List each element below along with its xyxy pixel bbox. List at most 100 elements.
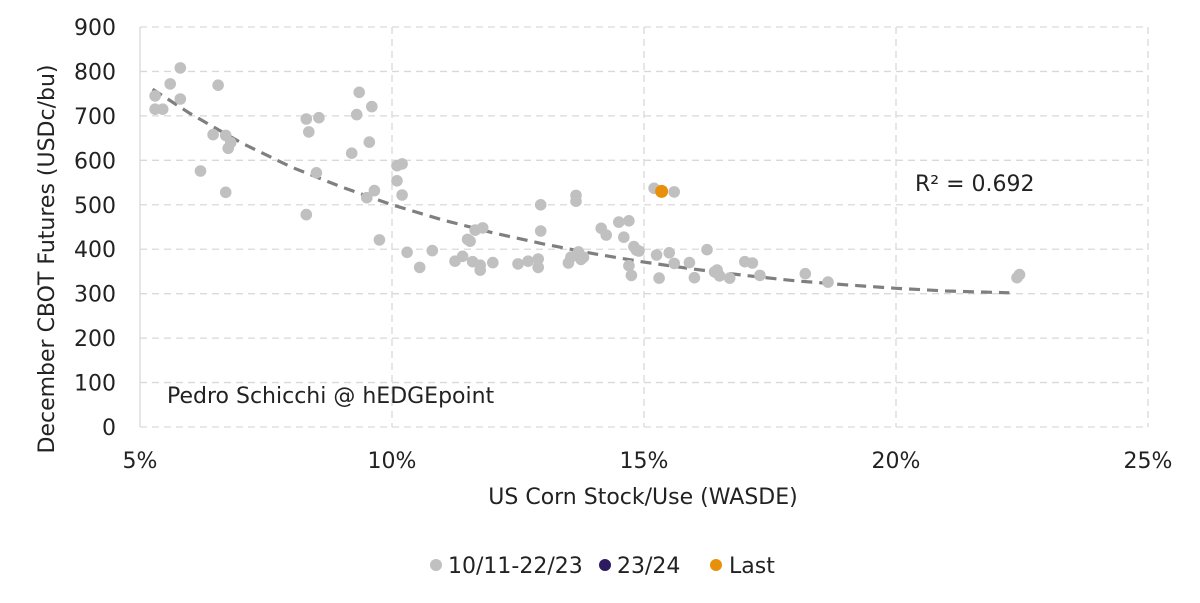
point-series-1-30 (401, 246, 413, 259)
x-tick-label-4: 25% (1124, 449, 1173, 474)
point-series-1-43 (512, 258, 524, 270)
point-series-1-46 (532, 261, 544, 274)
point-series-1-12 (219, 186, 232, 199)
point-series-1-68 (653, 272, 665, 284)
point-series-1-60 (623, 259, 635, 272)
point-series-1-2 (156, 103, 169, 115)
point-series-1-28 (396, 158, 408, 170)
y-tick-label-7: 700 (74, 105, 116, 130)
point-series-1-77 (713, 270, 726, 282)
point-series-1-57 (600, 229, 612, 241)
point-series-1-5 (174, 93, 187, 105)
point-series-1-81 (754, 269, 766, 282)
point-series-1-41 (476, 222, 489, 234)
point-series-1-3 (164, 78, 176, 90)
point-series-1-70 (668, 186, 680, 198)
y-tick-label-8: 800 (74, 60, 116, 85)
y-tick-label-5: 500 (74, 194, 116, 219)
point-series-1-47 (534, 199, 547, 211)
point-series-1-23 (366, 100, 378, 113)
x-axis-title: US Corn Stock/Use (WASDE) (488, 485, 797, 510)
legend-marker-series-1 (430, 559, 442, 571)
point-series-1-74 (701, 243, 713, 256)
point-series-1-0 (149, 90, 161, 102)
point-series-1-45 (532, 253, 544, 265)
point-series-1-11 (224, 136, 237, 149)
point-series-1-13 (300, 113, 313, 125)
y-tick-label-0: 0 (102, 416, 116, 441)
y-tick-label-2: 200 (74, 327, 116, 352)
legend-item-series-1: 10/11-22/23 (430, 554, 583, 579)
point-series-1-83 (822, 276, 834, 288)
legend: 10/11-22/23 23/24 Last (430, 554, 775, 579)
point-series-1-25 (373, 234, 386, 246)
legend-label-series-2: 23/24 (617, 554, 680, 579)
point-series-1-18 (345, 147, 358, 159)
trendline-layer (151, 87, 1010, 295)
point-series-1-29 (396, 189, 408, 201)
point-series-1-61 (623, 215, 635, 227)
point-series-1-59 (618, 231, 630, 243)
x-tick-label-3: 20% (872, 449, 921, 474)
legend-marker-series-3 (710, 559, 722, 571)
point-series-1-7 (207, 128, 219, 141)
point-series-1-65 (633, 245, 645, 257)
x-tick-label-2: 15% (620, 449, 669, 474)
point-series-1-40 (474, 264, 487, 276)
point-series-1-71 (668, 257, 680, 270)
point-series-1-69 (663, 247, 675, 259)
x-tick-label-1: 10% (368, 449, 417, 474)
point-series-1-48 (534, 225, 547, 237)
legend-label-series-1: 10/11-22/23 (448, 554, 583, 579)
point-series-1-44 (522, 255, 534, 267)
point-series-1-55 (577, 251, 590, 263)
point-series-1-36 (464, 235, 476, 247)
point-series-1-58 (613, 216, 625, 228)
grid (139, 26, 1149, 428)
y-tick-label-9: 900 (74, 16, 116, 41)
point-series-1-21 (361, 191, 373, 204)
point-series-1-82 (799, 267, 812, 280)
y-tick-label-4: 400 (74, 238, 116, 263)
legend-marker-series-2 (599, 559, 611, 571)
point-series-1-24 (368, 184, 381, 197)
axis-ticks: 0 100 200 300 400 500 600 700 800 900 5% 10% 15% 20% 2… (74, 16, 1172, 474)
point-series-1-16 (313, 111, 325, 124)
point-series-1-32 (426, 244, 439, 257)
trendline (151, 87, 1010, 295)
point-series-1-73 (688, 271, 701, 284)
point-series-1-6 (194, 165, 207, 177)
point-series-1-72 (683, 256, 696, 269)
point-series-1-34 (456, 250, 469, 263)
y-tick-label-6: 600 (74, 149, 116, 174)
point-series-1-62 (625, 269, 638, 282)
point-series-1-4 (174, 62, 187, 74)
author-annotation: Pedro Schicchi @ hEDGEpoint (167, 384, 495, 409)
point-series-1-17 (300, 208, 313, 221)
y-axis-title: December CBOT Futures (USDc/bu) (35, 65, 60, 454)
point-series-1-31 (413, 261, 426, 274)
point-series-1-52 (570, 195, 582, 207)
legend-item-series-3: Last (710, 554, 775, 579)
point-series-1-14 (303, 126, 315, 138)
point-series-1-80 (746, 257, 759, 269)
point-series-1-20 (353, 86, 366, 99)
y-tick-label-3: 300 (74, 283, 116, 308)
legend-item-series-2: 23/24 (599, 554, 680, 579)
point-series-1-19 (350, 108, 363, 121)
y-tick-label-1: 100 (74, 372, 116, 397)
point-series-1-67 (650, 249, 663, 261)
legend-label-series-3: Last (729, 554, 775, 579)
point-series-1-78 (723, 272, 736, 284)
r-squared-annotation: R² = 0.692 (915, 172, 1035, 197)
point-series-1-8 (212, 79, 224, 91)
data-points (149, 62, 1026, 288)
point-series-3-0 (655, 184, 669, 198)
point-series-1-22 (363, 136, 376, 148)
point-series-1-27 (391, 175, 403, 187)
point-series-1-42 (487, 256, 499, 269)
point-series-1-15 (310, 167, 323, 179)
x-tick-label-0: 5% (123, 449, 158, 474)
